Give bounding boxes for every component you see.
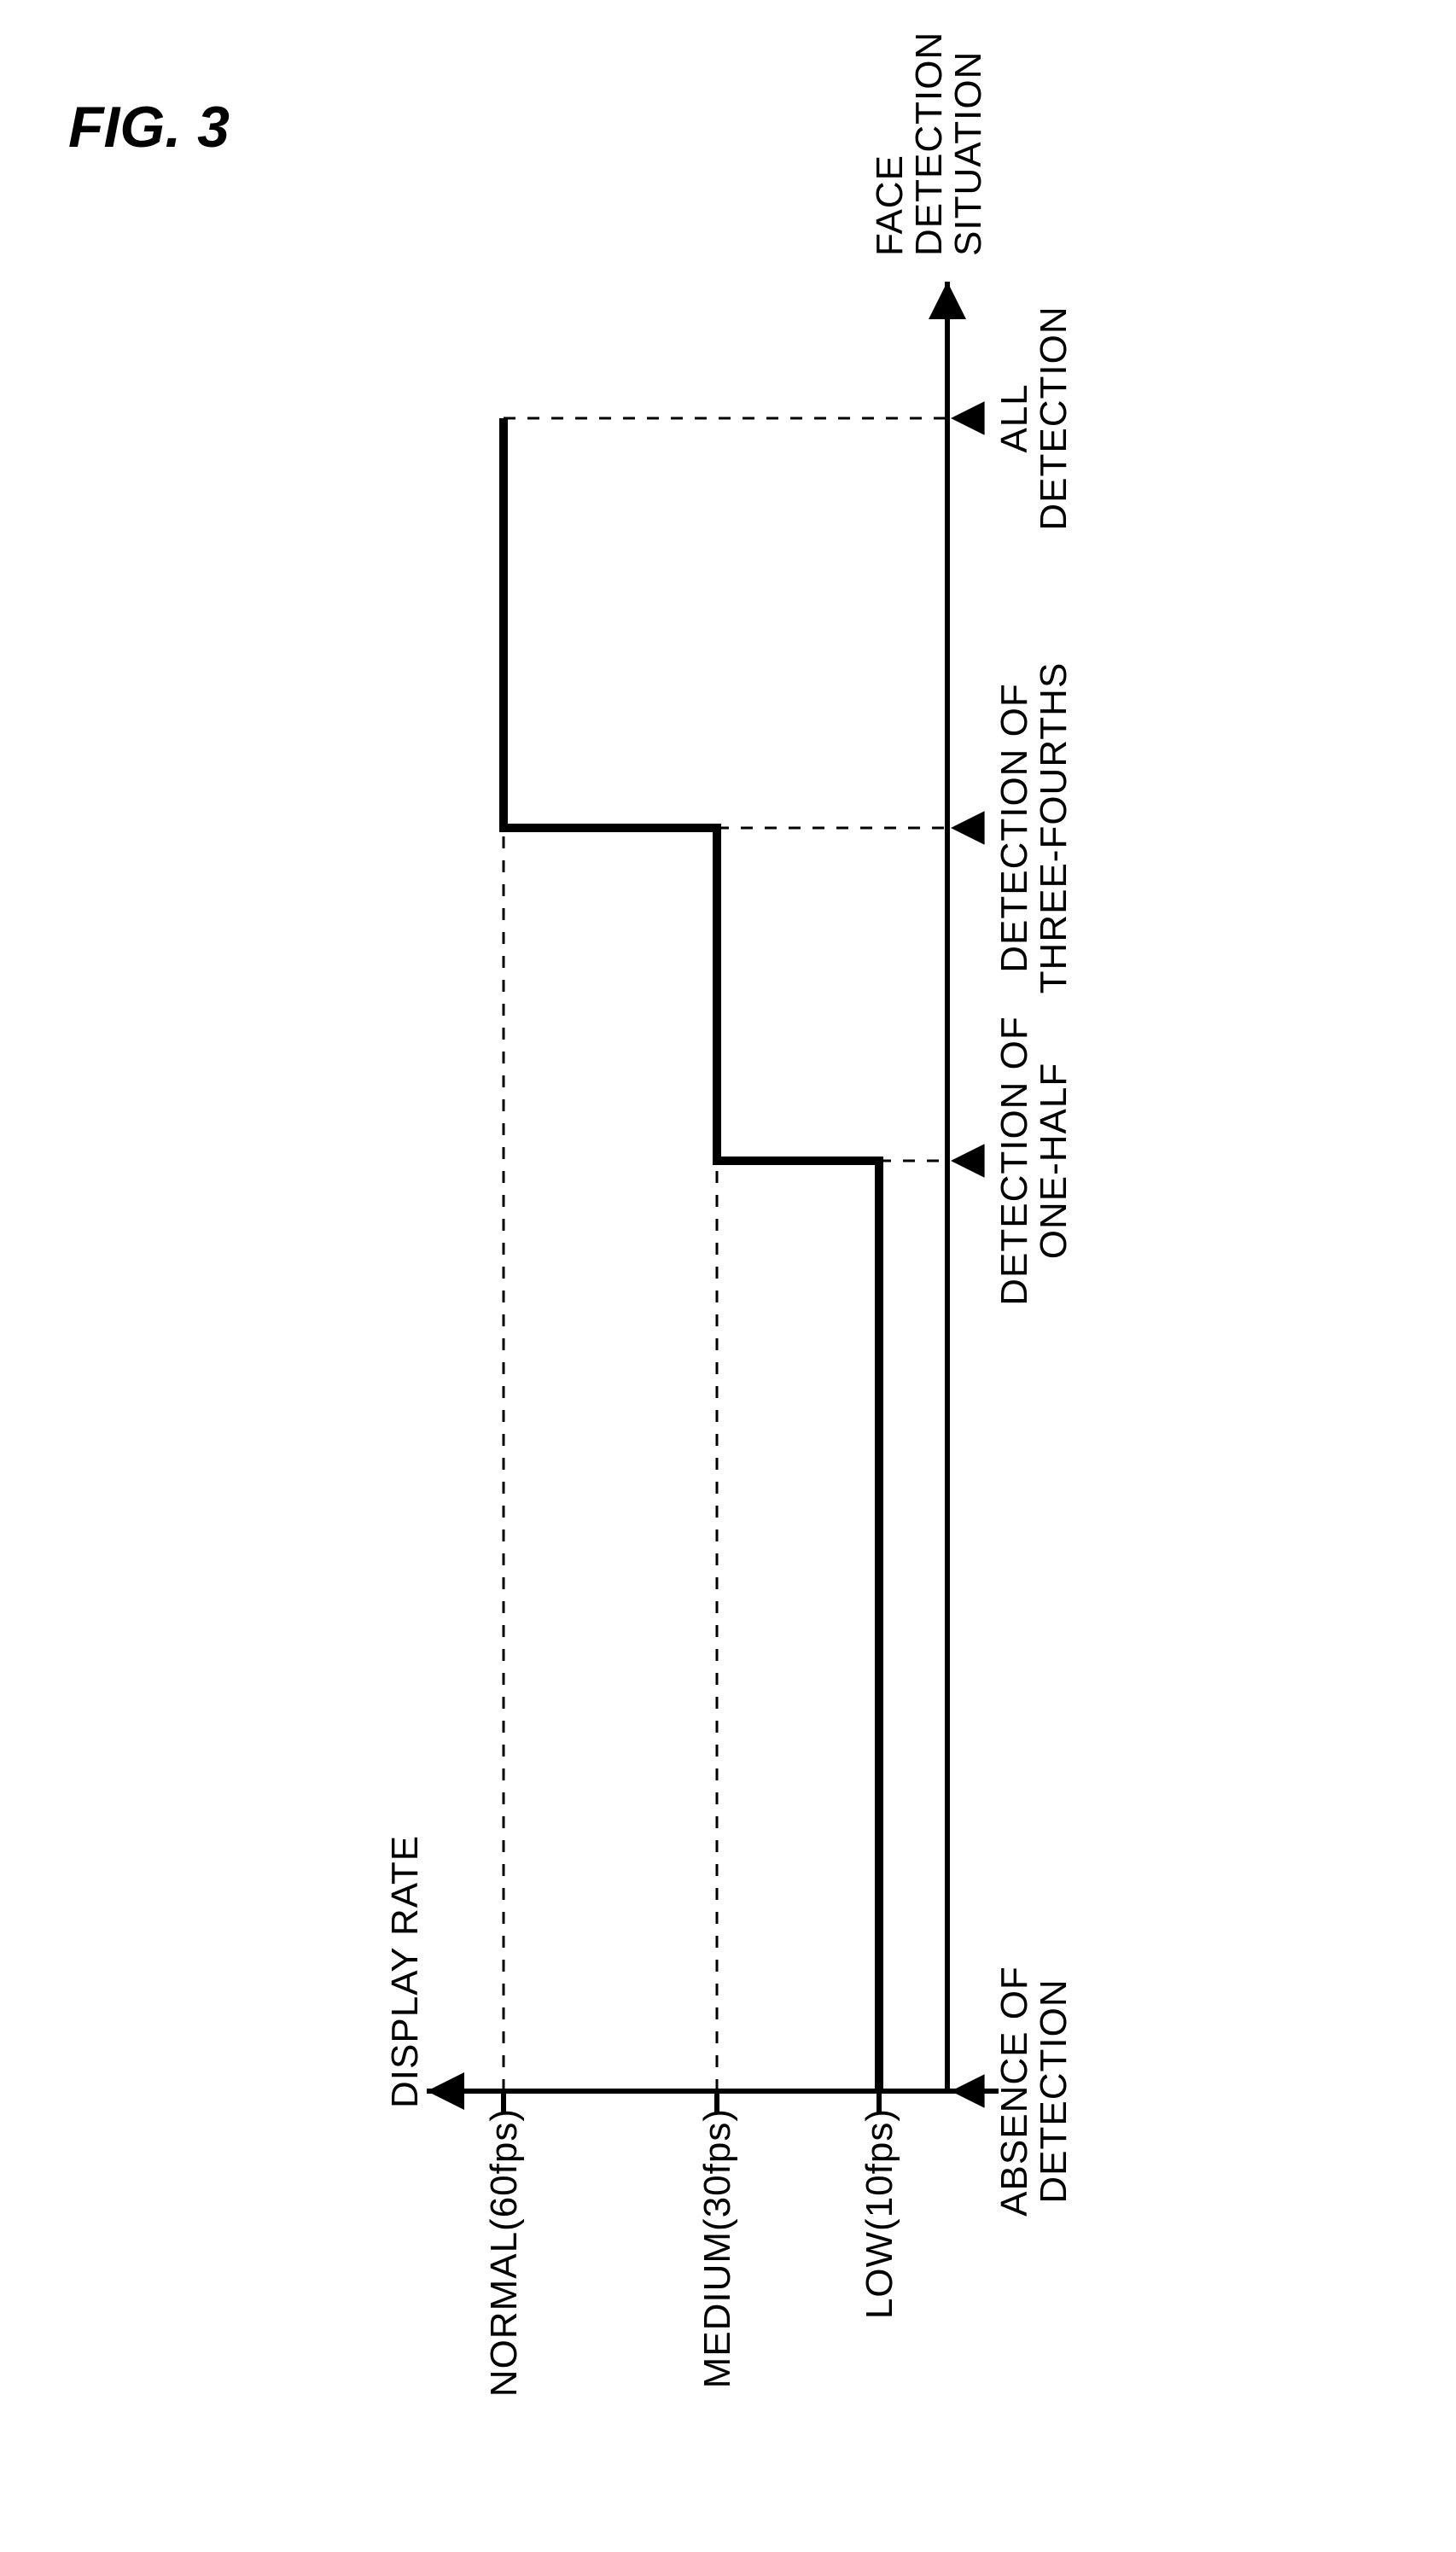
axis-label-line: SITUATION — [949, 32, 988, 256]
step-chart-svg — [401, 0, 1050, 2296]
x-tick-label-line: DETECTION — [1034, 1869, 1074, 2313]
x-tick-label-line: DETECTION — [1034, 196, 1074, 640]
x-tick-label-absence: ABSENCE OFDETECTION — [995, 1869, 1074, 2313]
x-tick-arrowhead — [951, 811, 985, 845]
x-tick-label-all: ALLDETECTION — [995, 196, 1074, 640]
x-tick-label-line: ABSENCE OF — [995, 1869, 1034, 2313]
x-tick-label-line: DETECTION OF — [995, 606, 1034, 1050]
x-tick-arrowhead — [951, 1144, 985, 1178]
chart-frame-rotated: DISPLAY RATE FACEDETECTIONSITUATION LOW(… — [401, 0, 1050, 2296]
x-axis-arrowhead — [929, 282, 966, 319]
y-axis-arrowhead — [427, 2072, 464, 2110]
x-tick-label-threefourths: DETECTION OFTHREE-FOURTHS — [995, 606, 1074, 1050]
y-tick-label-normal: NORMAL(60fps) — [483, 2108, 526, 2552]
axis-label-face-detection-situation: FACEDETECTIONSITUATION — [871, 32, 989, 256]
page-root: FIG. 3 DISPLAY RATE FACEDETECTIONSITUATI… — [0, 0, 1456, 2183]
axis-label-display-rate: DISPLAY RATE — [384, 1835, 427, 2108]
x-tick-label-line: ALL — [995, 196, 1034, 640]
x-tick-label-line: THREE-FOURTHS — [1034, 606, 1074, 1050]
x-tick-arrowhead — [951, 401, 985, 435]
y-tick-label-medium: MEDIUM(30fps) — [696, 2108, 739, 2552]
x-tick-arrowhead — [951, 2074, 985, 2108]
step-data-line — [504, 418, 879, 2091]
figure-title: FIG. 3 — [68, 94, 230, 160]
axis-label-line: DETECTION — [910, 32, 949, 256]
y-tick-label-low: LOW(10fps) — [859, 2108, 901, 2552]
axis-label-line: FACE — [871, 32, 910, 256]
